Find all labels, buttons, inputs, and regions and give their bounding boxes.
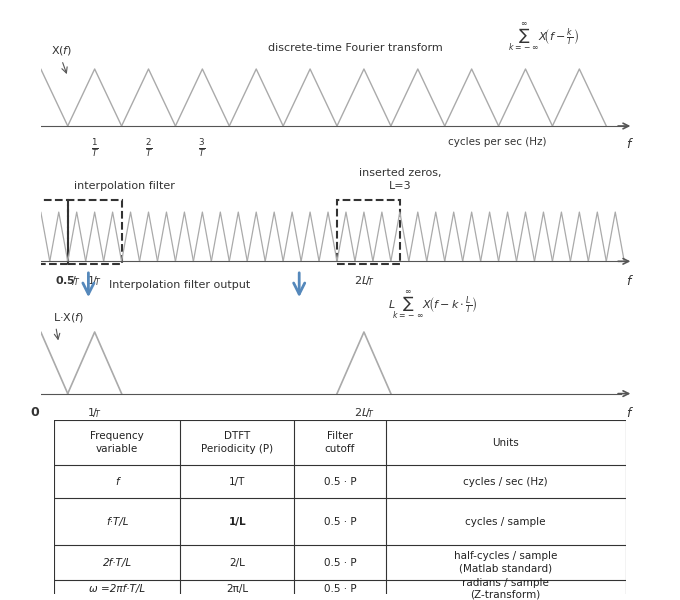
Text: X($f$): X($f$): [51, 44, 72, 57]
Text: $f$: $f$: [626, 274, 634, 288]
Text: 2/L: 2/L: [229, 557, 245, 568]
Text: $L\!\sum_{k=-\infty}^{\infty} X\!\left(f-k\cdot\frac{L}{T}\right)$: $L\!\sum_{k=-\infty}^{\infty} X\!\left(f…: [388, 288, 477, 321]
Text: ω =2πf·T/L: ω =2πf·T/L: [89, 584, 146, 594]
Text: Units: Units: [492, 437, 519, 448]
Text: $1\!/\!_T$: $1\!/\!_T$: [87, 274, 102, 288]
Text: 0.5 · P: 0.5 · P: [324, 584, 356, 594]
Text: Filter
cutoff: Filter cutoff: [325, 431, 355, 454]
Text: discrete-time Fourier transform: discrete-time Fourier transform: [268, 43, 443, 53]
Text: $2L\!/\!_T$: $2L\!/\!_T$: [354, 274, 374, 288]
Text: Interpolation filter output: Interpolation filter output: [109, 280, 250, 290]
Bar: [337, 200, 400, 264]
Text: $\frac{1}{T}$: $\frac{1}{T}$: [90, 137, 99, 159]
Text: $1\!/\!_T$: $1\!/\!_T$: [87, 406, 102, 420]
Text: cycles / sec (Hz): cycles / sec (Hz): [463, 477, 548, 487]
Text: f·T/L: f·T/L: [106, 517, 129, 527]
Text: 0.5 · P: 0.5 · P: [324, 477, 356, 487]
Text: interpolation filter: interpolation filter: [74, 181, 175, 191]
Text: Frequency
variable: Frequency variable: [90, 431, 144, 454]
Text: $\mathbf{0.5}\!\!/\!_T$: $\mathbf{0.5}\!\!/\!_T$: [55, 274, 80, 288]
Text: 1/L: 1/L: [228, 517, 246, 527]
Bar: [38, 200, 68, 264]
Text: half-cycles / sample
(Matlab standard): half-cycles / sample (Matlab standard): [454, 551, 558, 574]
Text: 2π/L: 2π/L: [226, 584, 248, 594]
Text: 2f·T/L: 2f·T/L: [103, 557, 132, 568]
Text: $\frac{2}{T}$: $\frac{2}{T}$: [145, 137, 152, 159]
Text: cycles / sample: cycles / sample: [465, 517, 546, 527]
Text: f: f: [116, 477, 119, 487]
Text: L·X($f$): L·X($f$): [53, 311, 84, 323]
Text: 1/T: 1/T: [229, 477, 245, 487]
Text: $\frac{3}{T}$: $\frac{3}{T}$: [199, 137, 206, 159]
Text: $2L\!/\!_T$: $2L\!/\!_T$: [354, 406, 374, 420]
Text: radians / sample
(Z-transform): radians / sample (Z-transform): [462, 578, 549, 600]
Text: $\mathbf{0}$: $\mathbf{0}$: [30, 406, 40, 419]
Text: DTFT
Periodicity (P): DTFT Periodicity (P): [201, 431, 273, 454]
Text: cycles per sec (Hz): cycles per sec (Hz): [447, 137, 546, 147]
Text: $f$: $f$: [626, 137, 634, 151]
Text: 0.5 · P: 0.5 · P: [324, 557, 356, 568]
Text: inserted zeros,
L=3: inserted zeros, L=3: [358, 168, 441, 191]
Text: $\sum_{k=-\infty}^{\infty} X\!\left(f - \frac{k}{T}\right)$: $\sum_{k=-\infty}^{\infty} X\!\left(f - …: [507, 20, 579, 53]
Text: $f$: $f$: [626, 406, 634, 420]
Bar: [68, 200, 122, 264]
Text: 0.5 · P: 0.5 · P: [324, 517, 356, 527]
